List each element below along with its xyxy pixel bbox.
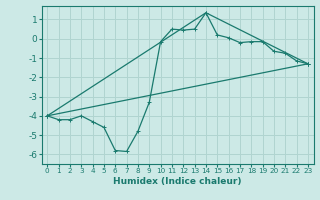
X-axis label: Humidex (Indice chaleur): Humidex (Indice chaleur) xyxy=(113,177,242,186)
